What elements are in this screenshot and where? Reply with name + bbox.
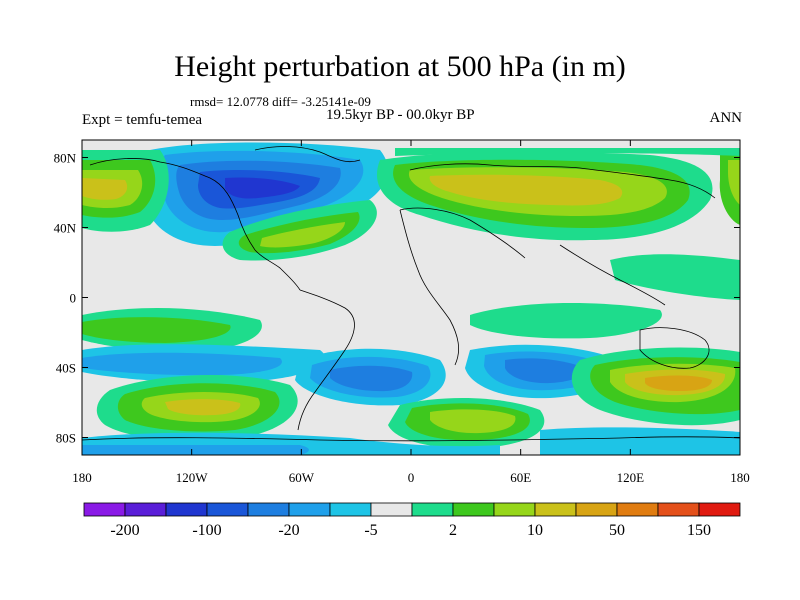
rmsd-diff-stats: rmsd= 12.0778 diff= -3.25141e-09 [190, 94, 371, 109]
colorbar-label: -5 [364, 522, 377, 539]
colorbar-swatch [411, 502, 454, 517]
x-tick-label: 60W [289, 470, 315, 485]
colorbar-label: 10 [527, 522, 543, 539]
colorbar-swatch [329, 502, 372, 517]
tropical-weak-anomalies [82, 254, 740, 383]
colorbar-swatch [452, 502, 495, 517]
colorbar-label: 150 [687, 522, 711, 539]
colorbar-label: -200 [110, 522, 139, 539]
colorbar-swatch [493, 502, 536, 517]
colorbar-label: -100 [192, 522, 221, 539]
positive-anomaly-atlantic-gulf [222, 200, 377, 261]
positive-anomaly-eurasia [376, 148, 740, 241]
y-tick-label: 40S [56, 361, 76, 376]
colorbar-label: -20 [278, 522, 299, 539]
x-tick-label: 180 [730, 470, 750, 485]
colorbar-swatch [657, 502, 700, 517]
x-tick-label: 120W [176, 470, 209, 485]
colorbar-swatch [698, 502, 741, 517]
coastlines [82, 146, 740, 442]
colorbar-swatch [247, 502, 290, 517]
negative-anomaly-north-america [142, 142, 388, 246]
y-axis: 80N 40N 0 40S 80S [54, 151, 740, 446]
x-tick-label: 180 [72, 470, 92, 485]
colorbar-swatch [83, 502, 126, 517]
height-perturbation-field [82, 140, 740, 455]
experiment-label: Expt = temfu-temea [82, 112, 203, 128]
y-tick-label: 80S [56, 431, 76, 446]
colorbar-label: 2 [449, 522, 457, 539]
colorbar: -200 -100 -20 -5 2 10 50 150 [83, 502, 741, 539]
colorbar-label: 50 [609, 522, 625, 539]
colorbar-swatch [165, 502, 208, 517]
plot-title: Height perturbation at 500 hPa (in m) [174, 50, 626, 83]
x-tick-label: 0 [408, 470, 415, 485]
x-tick-label: 120E [617, 470, 645, 485]
period-label: 19.5kyr BP - 00.0kyr BP [326, 107, 475, 123]
y-tick-label: 80N [54, 151, 77, 166]
y-tick-label: 40N [54, 221, 77, 236]
colorbar-swatch [616, 502, 659, 517]
colorbar-swatch [370, 502, 413, 517]
colorbar-swatch [206, 502, 249, 517]
x-tick-label: 60E [510, 470, 531, 485]
colorbar-swatch [288, 502, 331, 517]
southern-hemisphere-anomalies [82, 344, 740, 455]
y-tick-label: 0 [70, 291, 77, 306]
colorbar-swatch [124, 502, 167, 517]
x-axis: 180 120W 60W 0 60E 120E 180 [72, 140, 750, 485]
season-label: ANN [709, 110, 743, 126]
colorbar-swatch [575, 502, 618, 517]
colorbar-swatch [534, 502, 577, 517]
positive-anomaly-north-pacific [82, 150, 740, 232]
